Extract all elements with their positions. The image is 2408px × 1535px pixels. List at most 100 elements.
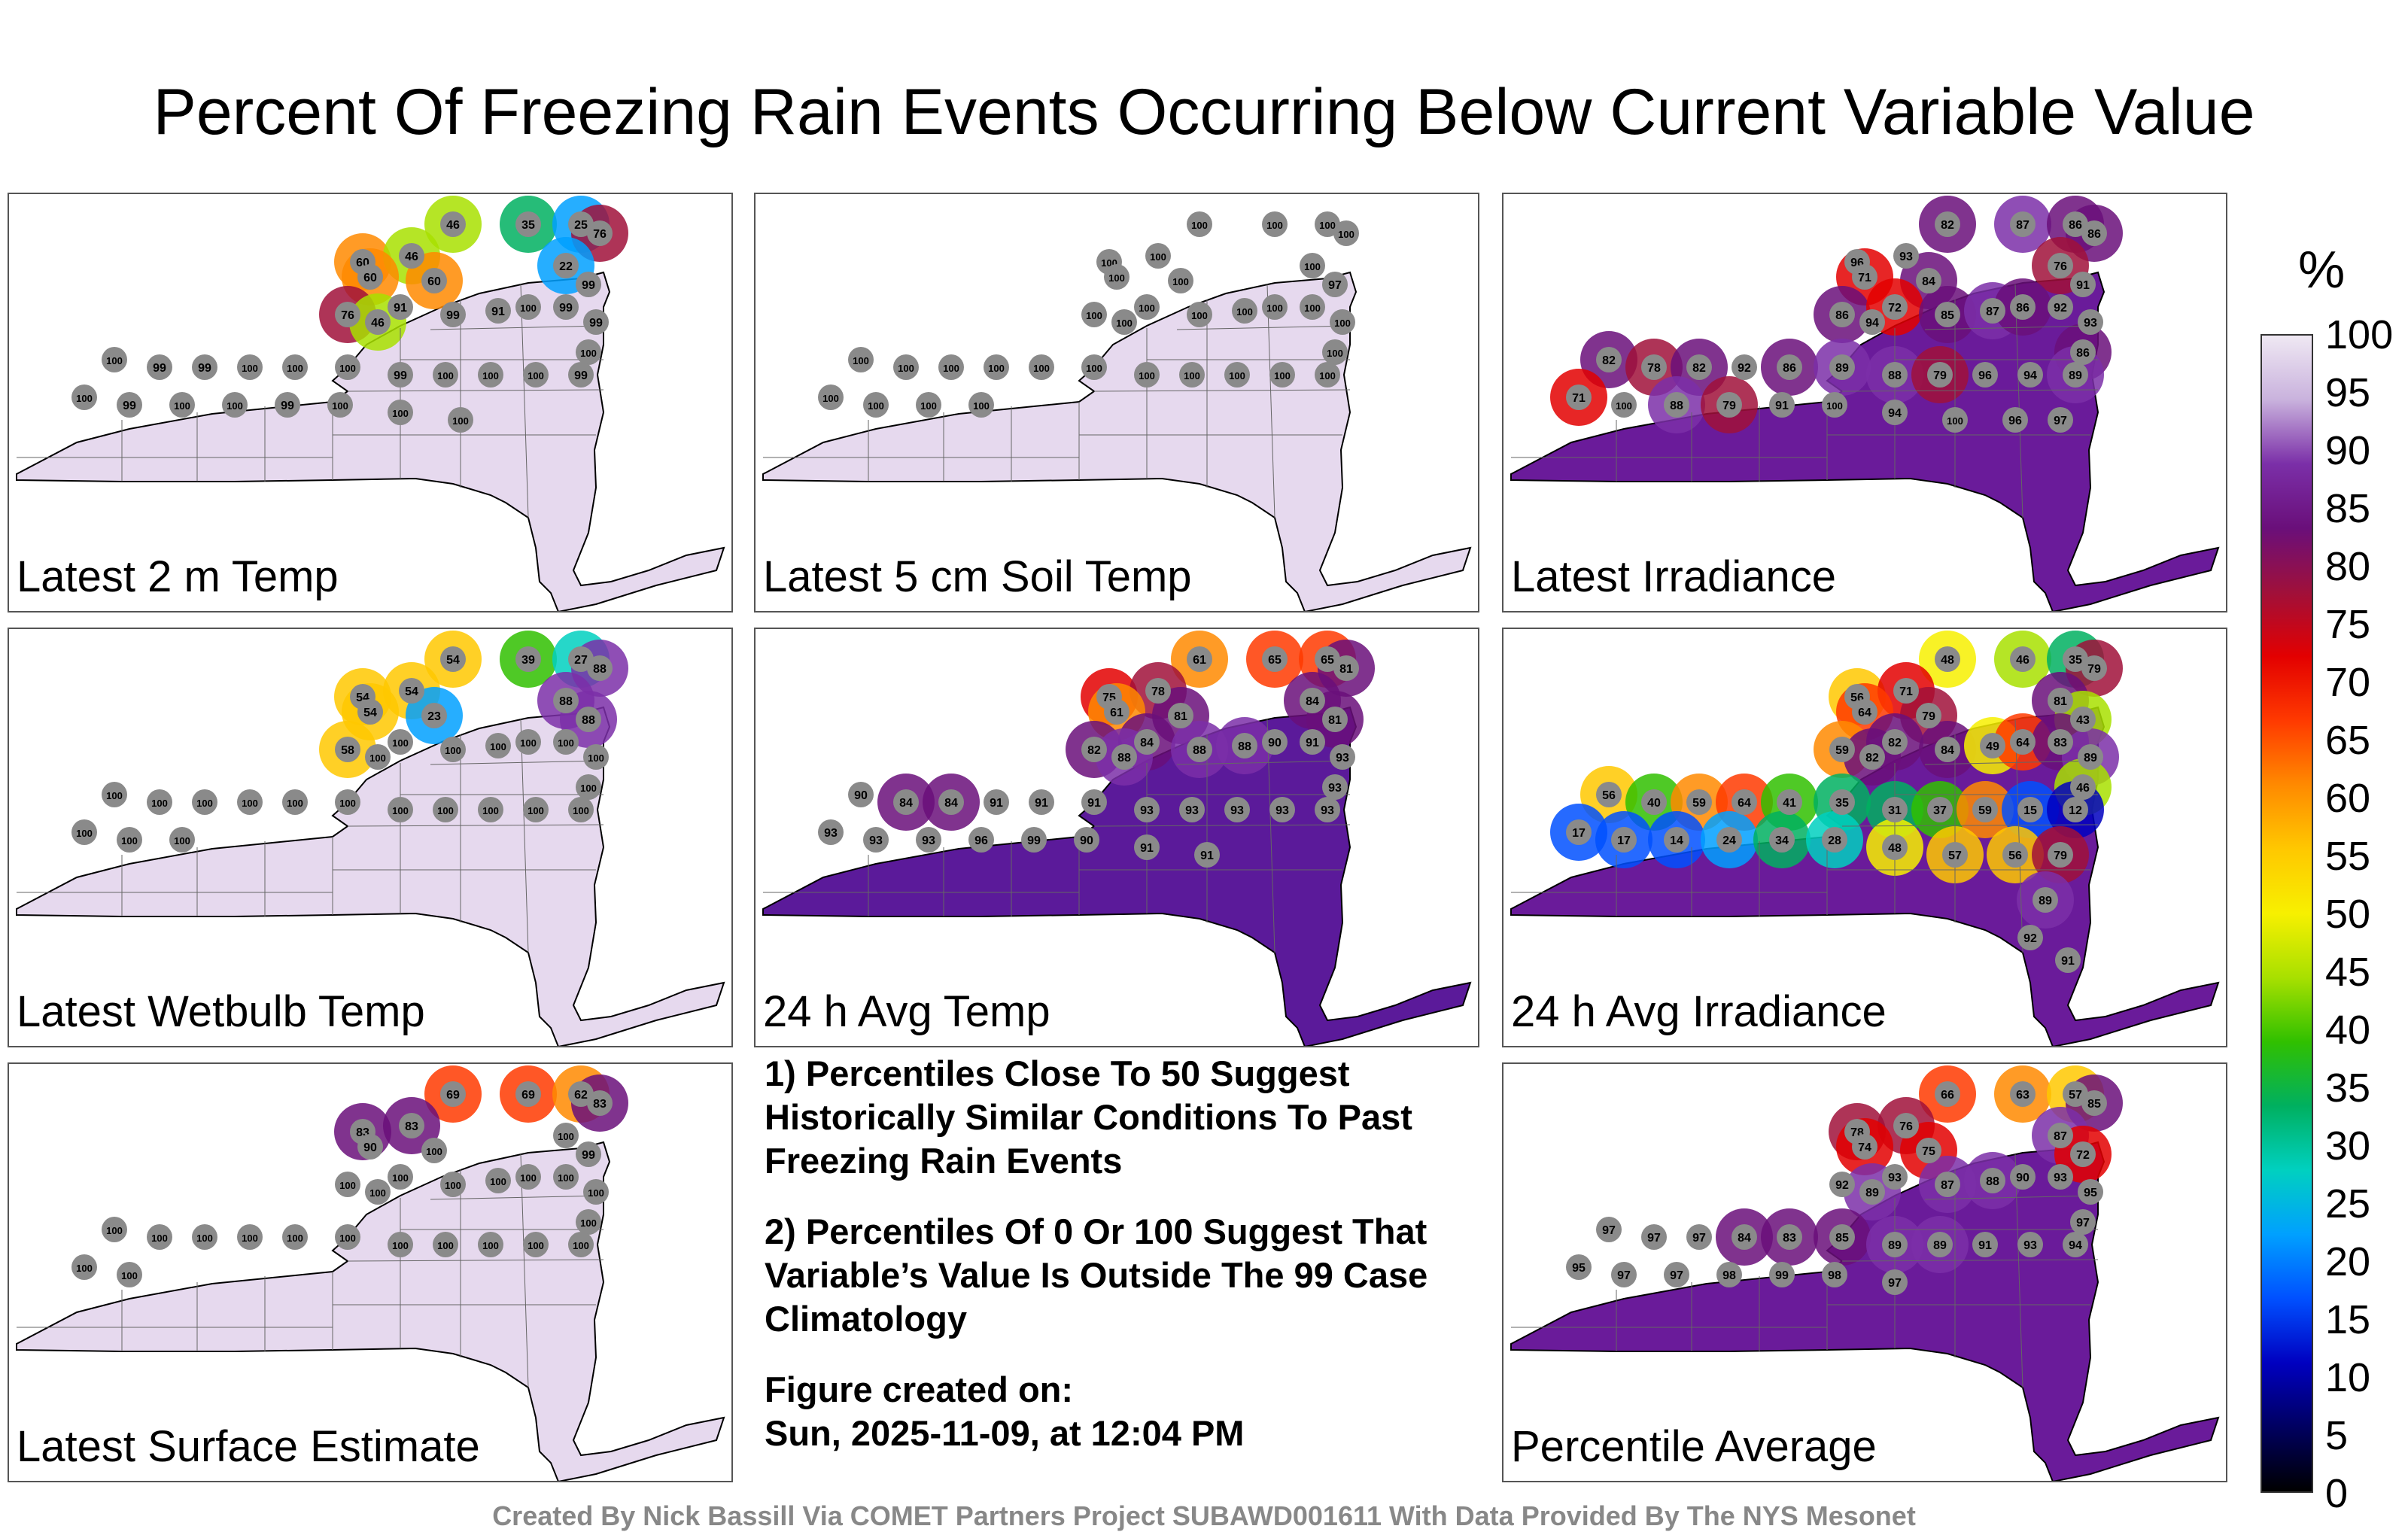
station-value: 87: [1986, 305, 1999, 318]
station-marker: 99: [275, 392, 300, 418]
station-value: 91: [1087, 797, 1101, 810]
station-value: 57: [2069, 1089, 2082, 1102]
station-marker: 83: [587, 1090, 613, 1116]
station-marker: 64: [1732, 789, 1757, 815]
station-marker: 100: [237, 354, 263, 380]
station-marker: 66: [1935, 1081, 1960, 1107]
station-value: 100: [490, 1176, 506, 1187]
station-value: 82: [1087, 744, 1101, 757]
station-marker: 61: [1187, 646, 1212, 672]
county-line: [1266, 719, 1275, 953]
station-marker: 76: [587, 220, 613, 246]
station-marker: 99: [117, 392, 142, 418]
county-line: [1176, 760, 1351, 765]
station-value: 99: [1775, 1269, 1789, 1282]
station-value: 100: [392, 408, 409, 419]
station-marker: 54: [399, 678, 424, 704]
station-value: 54: [446, 654, 460, 667]
station-value: 66: [1941, 1089, 1954, 1102]
station-marker: 100: [478, 362, 503, 388]
station-value: 100: [580, 348, 597, 359]
station-marker: 93: [916, 827, 941, 853]
county-line: [1093, 389, 1351, 392]
station-marker: 71: [1893, 678, 1919, 704]
colorbar-tick-label: 65: [2325, 718, 2371, 763]
station-marker: 100: [478, 797, 503, 822]
station-value: 100: [392, 1172, 409, 1184]
station-value: 82: [1692, 362, 1706, 375]
station-value: 100: [196, 1233, 213, 1244]
station-value: 100: [580, 783, 597, 794]
county-line: [430, 1195, 604, 1200]
map-panel-soil-temp: 100 100 100 100 100 100 100 100 100 97 100 100 100 10…: [754, 193, 1479, 612]
station-marker: 95: [2078, 1179, 2103, 1205]
station-marker: 93: [1315, 797, 1340, 822]
station-marker: 100: [515, 294, 541, 320]
station-value: 90: [2016, 1172, 2029, 1184]
station-value: 100: [76, 393, 93, 404]
county-line: [347, 1259, 604, 1262]
station-value: 86: [2087, 228, 2101, 241]
station-marker: 100: [818, 385, 844, 410]
station-value: 100: [174, 835, 190, 847]
station-marker: 90: [2010, 1164, 2036, 1190]
station-marker: 88: [1111, 744, 1137, 770]
station-value: 93: [2084, 317, 2097, 330]
station-value: 87: [1941, 1179, 1954, 1192]
station-value: 69: [446, 1089, 460, 1102]
station-value: 25: [574, 219, 588, 232]
station-value: 71: [1899, 685, 1913, 698]
station-marker: 100: [1315, 362, 1340, 388]
station-value: 59: [1692, 797, 1706, 810]
station-marker: 91: [1194, 842, 1220, 868]
station-value: 71: [1572, 392, 1586, 405]
station-marker: 92: [2017, 925, 2043, 950]
station-value: 64: [2016, 737, 2029, 749]
station-value: 100: [174, 400, 190, 412]
station-marker: 86: [1777, 354, 1802, 380]
station-value: 86: [2069, 219, 2082, 232]
station-value: 100: [580, 1217, 597, 1229]
station-value: 92: [1738, 362, 1751, 375]
station-marker: 48: [1882, 834, 1908, 860]
colorbar-tick-label: 85: [2325, 486, 2371, 531]
panel-label: Latest Surface Estimate: [17, 1422, 480, 1471]
station-value: 12: [2069, 804, 2082, 817]
station-marker: 14: [1664, 827, 1689, 853]
station-value: 84: [1941, 744, 1954, 757]
station-value: 89: [1865, 1187, 1879, 1199]
station-marker: 84: [1300, 688, 1325, 713]
county-line: [2014, 719, 2023, 953]
station-value: 88: [559, 695, 573, 708]
station-marker: 100: [583, 744, 609, 770]
station-value: 83: [1783, 1232, 1796, 1245]
station-value: 65: [1321, 654, 1334, 667]
county-line: [1266, 284, 1275, 518]
station-marker: 100: [388, 1164, 413, 1190]
station-value: 99: [394, 369, 407, 382]
station-value: 100: [437, 370, 454, 381]
station-marker: 93: [818, 819, 844, 845]
station-value: 88: [1888, 369, 1902, 382]
station-value: 17: [1617, 834, 1631, 847]
station-value: 100: [1266, 302, 1283, 314]
colorbar-tick-label: 50: [2325, 892, 2371, 937]
station-value: 59: [1835, 744, 1849, 757]
station-marker: 100: [1179, 362, 1205, 388]
station-marker: 99: [576, 1141, 601, 1167]
station-value: 100: [1086, 363, 1102, 374]
county-line: [347, 389, 604, 392]
nys-map: 82 87 86 86 96 93 71 84 76 91 86 72 94 85 87 86 92 93 86 82…: [1510, 196, 2220, 611]
station-value: 39: [521, 654, 535, 667]
station-value: 100: [1327, 348, 1343, 359]
station-value: 100: [1116, 318, 1133, 329]
station-marker: 87: [2010, 211, 2036, 237]
station-marker: 91: [485, 298, 511, 324]
station-value: 82: [1602, 354, 1616, 367]
station-value: 72: [2076, 1149, 2090, 1162]
colorbar-tick-label: 100: [2325, 312, 2394, 357]
station-value: 100: [242, 363, 258, 374]
station-value: 98: [1828, 1269, 1841, 1282]
station-value: 92: [2023, 932, 2037, 945]
